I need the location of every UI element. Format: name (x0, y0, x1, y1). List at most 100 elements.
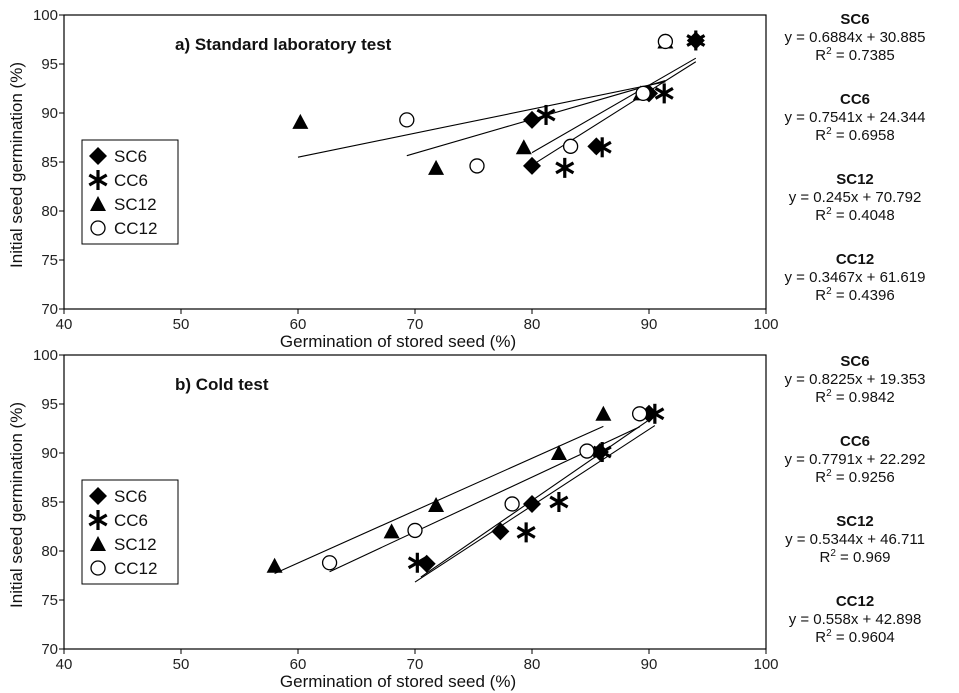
y-tick-label: 85 (41, 154, 58, 171)
asterisk-stroke (686, 34, 706, 47)
point-cc12 (321, 555, 338, 571)
r-squared: R2 = 0.969 (819, 548, 890, 566)
point-sc6 (523, 156, 541, 175)
equation-line: y = 0.5344x + 46.711 (785, 531, 925, 548)
point-sc12 (428, 496, 445, 512)
point-sc12 (428, 159, 445, 175)
legend: SC6 CC6 SC12 CC12 (81, 479, 179, 585)
equation-line: y = 0.7541x + 24.344 (785, 109, 926, 126)
y-tick-label: 70 (41, 301, 58, 318)
y-tick-label: 70 (41, 641, 58, 658)
point-cc6 (654, 83, 674, 104)
x-tick-label: 90 (641, 656, 658, 673)
legend-label-cc6: CC6 (114, 511, 148, 530)
point-sc12 (515, 139, 532, 155)
point-sc12 (550, 445, 567, 460)
legend-marker-sc12 (90, 196, 106, 211)
point-cc6 (592, 442, 612, 463)
point-cc12 (562, 138, 579, 154)
x-tick-label: 100 (753, 316, 778, 333)
y-tick-label: 80 (41, 203, 58, 220)
equation-line: y = 0.558x + 42.898 (789, 611, 922, 628)
equation-line: y = 0.8225x + 19.353 (785, 371, 926, 388)
equation-line: y = 0.3467x + 61.619 (785, 269, 926, 286)
point-cc6 (536, 104, 556, 125)
legend-label-cc12: CC12 (114, 219, 157, 238)
asterisk-stroke (645, 407, 665, 421)
r-squared: R2 = 0.9842 (815, 388, 894, 406)
point-sc12 (266, 557, 283, 573)
panel-title: b) Cold test (175, 375, 269, 394)
legend-label-cc6: CC6 (114, 171, 148, 190)
legend-label-sc6: SC6 (114, 147, 147, 166)
legend-label-sc12: SC12 (114, 535, 157, 554)
r-squared: R2 = 0.4048 (815, 206, 894, 224)
asterisk-stroke (407, 556, 427, 570)
y-tick-label: 100 (33, 7, 58, 24)
equation-series-name: CC6 (840, 433, 870, 450)
y-tick-label: 95 (41, 56, 58, 73)
trendline-cc6 (531, 61, 697, 166)
legend-marker-sc12 (90, 536, 106, 551)
asterisk-stroke (555, 161, 575, 175)
x-tick-label: 80 (524, 316, 541, 333)
trendline-sc6 (531, 57, 697, 154)
legend-label-sc12: SC12 (114, 195, 157, 214)
point-sc12 (292, 113, 309, 129)
point-sc12 (595, 405, 612, 421)
equation-series-name: SC6 (840, 11, 869, 28)
point-sc6 (491, 522, 510, 541)
x-tick-label: 60 (290, 316, 307, 333)
equation-line: y = 0.245x + 70.792 (789, 189, 922, 206)
point-cc6 (686, 30, 706, 51)
point-cc12 (504, 496, 520, 512)
asterisk-stroke (592, 445, 612, 459)
asterisk-stroke (592, 140, 612, 154)
r-squared: R2 = 0.4396 (815, 286, 894, 304)
point-cc6 (645, 403, 665, 424)
point-cc6 (555, 157, 575, 178)
x-tick-label: 90 (641, 316, 658, 333)
x-tick-label: 70 (407, 656, 424, 673)
point-cc6 (592, 137, 612, 158)
r-squared: R2 = 0.9604 (815, 628, 894, 646)
y-tick-label: 90 (41, 445, 58, 462)
r-squared: R2 = 0.9256 (815, 468, 894, 486)
y-tick-label: 100 (33, 347, 58, 364)
chart-panel-b: 40 50 60 70 80 90 100 70 75 80 85 90 95 100 Germinatio… (7, 347, 779, 691)
point-cc12 (399, 112, 415, 128)
y-tick-label: 85 (41, 494, 58, 511)
y-tick-label: 75 (41, 252, 58, 269)
point-cc12 (635, 85, 651, 102)
equation-series-name: SC12 (836, 513, 874, 530)
equation-series-name: SC6 (840, 353, 869, 370)
asterisk-stroke (654, 87, 674, 100)
x-tick-label: 50 (173, 656, 190, 673)
trendline-sc12 (297, 81, 666, 158)
legend-marker-cc6 (88, 510, 108, 530)
asterisk-stroke (516, 525, 536, 539)
point-cc6 (549, 492, 569, 512)
point-cc12 (657, 33, 674, 50)
legend-label-sc6: SC6 (114, 487, 147, 506)
equation-series-name: CC12 (836, 593, 874, 610)
trendline-sc12 (274, 425, 604, 574)
y-tick-label: 80 (41, 543, 58, 560)
x-tick-label: 60 (290, 656, 307, 673)
equation-series-name: SC12 (836, 171, 874, 188)
point-cc6 (407, 552, 427, 573)
x-axis-label: Germination of stored seed (%) (280, 332, 516, 351)
equation-series-name: CC12 (836, 251, 874, 268)
r-squared: R2 = 0.7385 (815, 46, 894, 64)
asterisk-stroke (536, 108, 556, 122)
panel-title: a) Standard laboratory test (175, 35, 392, 54)
point-sc12 (383, 523, 400, 539)
x-tick-label: 40 (56, 316, 73, 333)
equation-series-name: CC6 (840, 91, 870, 108)
x-axis-label: Germination of stored seed (%) (280, 672, 516, 691)
point-sc6 (523, 494, 541, 513)
chart-panel-a: 40 50 60 70 80 90 100 70 75 80 85 90 95 100 Germinatio… (7, 7, 779, 351)
legend-label-cc12: CC12 (114, 559, 157, 578)
